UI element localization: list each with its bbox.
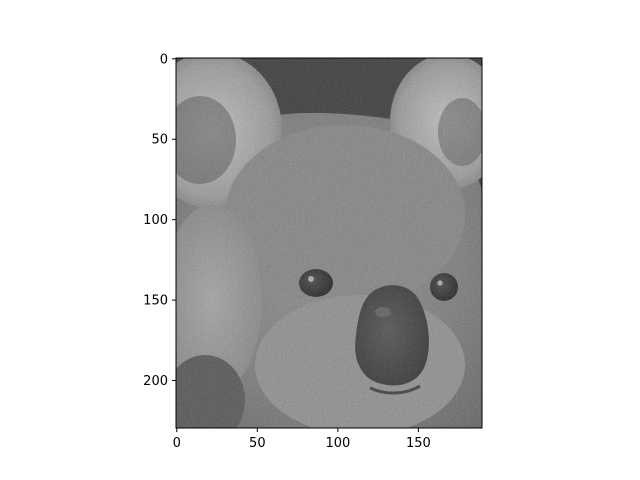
- y-axis: 0 50 100 150 200: [143, 52, 176, 389]
- y-tick-label: 0: [160, 52, 168, 67]
- y-tick-label: 50: [151, 133, 168, 148]
- fur-texture: [176, 58, 482, 428]
- x-tick-label: 100: [325, 436, 350, 451]
- y-tick-label: 100: [143, 213, 168, 228]
- x-tick-label: 150: [406, 436, 431, 451]
- x-tick-label: 0: [173, 436, 181, 451]
- x-tick-label: 50: [249, 436, 266, 451]
- y-tick-label: 200: [143, 374, 168, 389]
- x-axis: 0 50 100 150: [173, 428, 431, 451]
- y-tick-label: 150: [143, 294, 168, 309]
- koala-image: [176, 58, 482, 428]
- axes-frame: [175, 57, 483, 429]
